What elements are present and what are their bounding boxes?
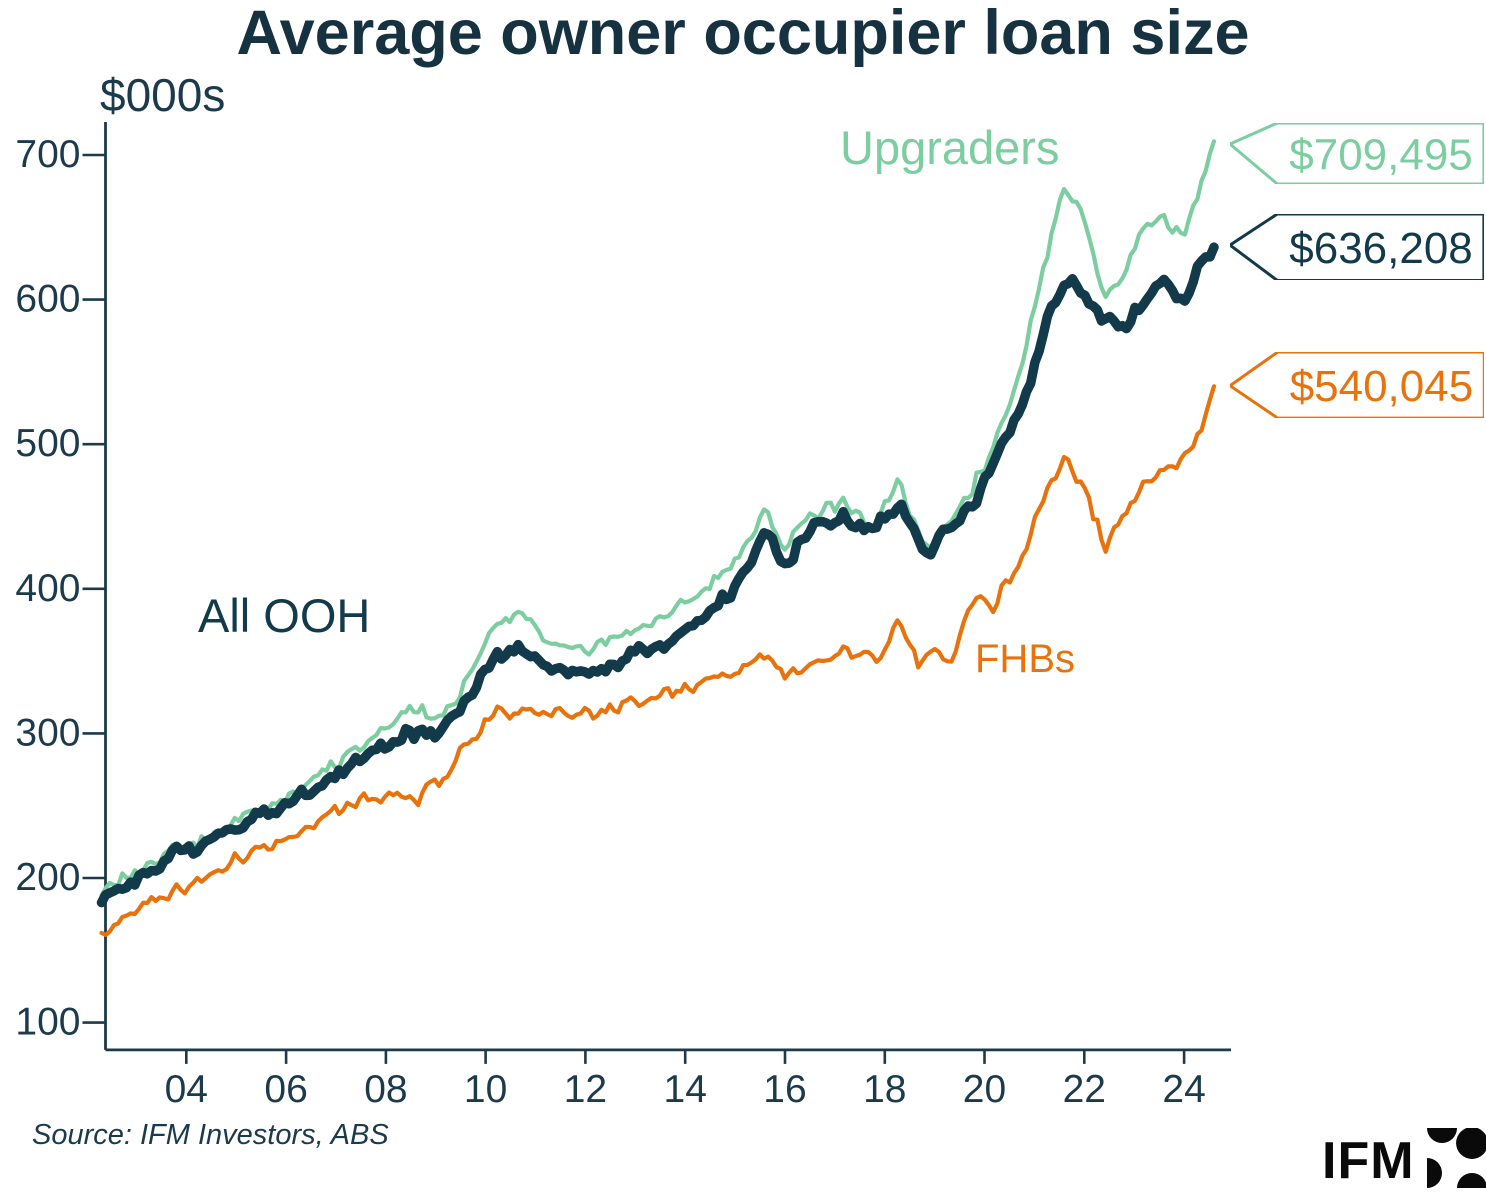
- svg-text:$636,208: $636,208: [1289, 224, 1472, 273]
- svg-text:200: 200: [15, 856, 80, 899]
- svg-text:08: 08: [364, 1068, 407, 1111]
- svg-text:14: 14: [664, 1068, 707, 1111]
- svg-text:300: 300: [15, 711, 80, 754]
- svg-text:700: 700: [15, 133, 80, 176]
- svg-text:$709,495: $709,495: [1289, 130, 1472, 179]
- svg-text:04: 04: [165, 1068, 208, 1111]
- svg-text:16: 16: [763, 1068, 806, 1111]
- svg-text:20: 20: [963, 1068, 1006, 1111]
- svg-text:500: 500: [15, 422, 80, 465]
- svg-text:400: 400: [15, 567, 80, 610]
- svg-text:18: 18: [863, 1068, 906, 1111]
- svg-text:10: 10: [464, 1068, 507, 1111]
- svg-text:100: 100: [15, 1001, 80, 1044]
- svg-text:600: 600: [15, 278, 80, 321]
- svg-text:$540,045: $540,045: [1290, 362, 1473, 411]
- svg-text:06: 06: [264, 1068, 307, 1111]
- svg-text:22: 22: [1063, 1068, 1106, 1111]
- svg-text:24: 24: [1162, 1068, 1205, 1111]
- svg-text:12: 12: [564, 1068, 607, 1111]
